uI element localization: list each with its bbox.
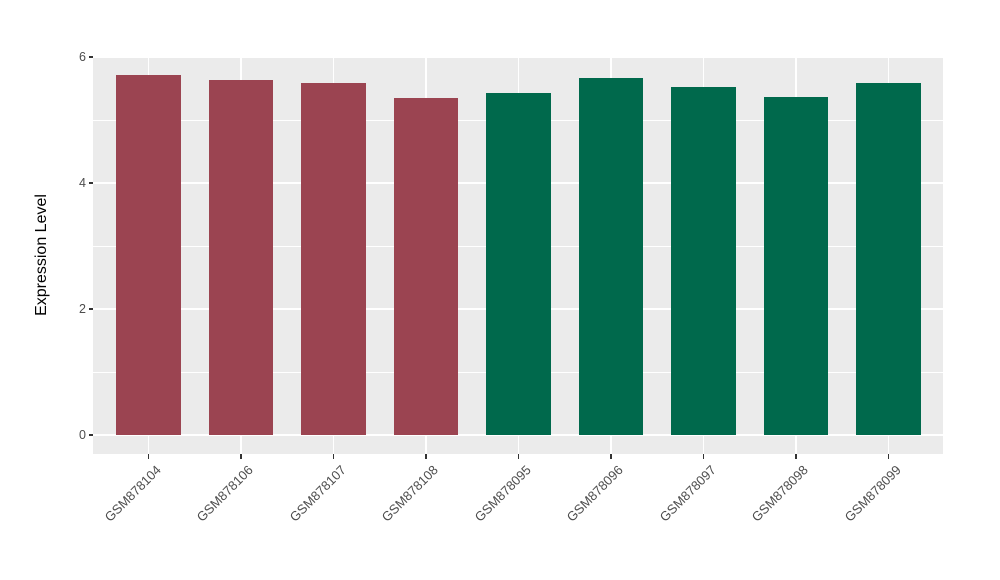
x-tick-label-GSM878097: GSM878097 [656, 462, 719, 525]
y-tick-label-2: 2 [79, 302, 86, 316]
y-tick-mark-6 [88, 56, 93, 58]
x-tick-mark-GSM878106 [240, 454, 242, 459]
x-tick-label-GSM878106: GSM878106 [193, 462, 256, 525]
bar-GSM878099 [856, 82, 921, 435]
x-tick-label-GSM878108: GSM878108 [378, 462, 441, 525]
bar-GSM878098 [763, 96, 829, 435]
x-tick-label-GSM878107: GSM878107 [286, 462, 349, 525]
bar-GSM878108 [393, 97, 459, 435]
x-tick-mark-GSM878098 [795, 454, 797, 459]
bar-GSM878107 [301, 82, 366, 435]
y-tick-mark-4 [88, 182, 93, 184]
x-tick-label-GSM878099: GSM878099 [841, 462, 904, 525]
x-tick-mark-GSM878096 [610, 454, 612, 459]
x-tick-mark-GSM878097 [702, 454, 705, 459]
x-tick-label-GSM878104: GSM878104 [101, 462, 164, 525]
bar-GSM878097 [671, 87, 736, 435]
bar-GSM878106 [208, 80, 274, 435]
bar-GSM878095 [486, 92, 551, 435]
y-tick-mark-0 [88, 434, 93, 436]
x-tick-mark-GSM878108 [425, 454, 427, 459]
y-tick-mark-2 [88, 308, 93, 310]
x-tick-mark-GSM878104 [147, 454, 150, 459]
x-tick-label-GSM878096: GSM878096 [563, 462, 626, 525]
x-tick-mark-GSM878107 [332, 454, 335, 459]
bar-GSM878104 [116, 74, 181, 435]
plot-panel [93, 56, 943, 454]
x-tick-mark-GSM878099 [887, 454, 890, 459]
x-tick-mark-GSM878095 [517, 454, 520, 459]
bar-GSM878096 [578, 78, 644, 435]
y-tick-label-0: 0 [79, 428, 86, 442]
x-tick-label-GSM878098: GSM878098 [748, 462, 811, 525]
y-tick-label-6: 6 [79, 50, 86, 64]
x-tick-label-GSM878095: GSM878095 [471, 462, 534, 525]
y-tick-label-4: 4 [79, 176, 86, 190]
y-axis-title: Expression Level [33, 194, 50, 316]
